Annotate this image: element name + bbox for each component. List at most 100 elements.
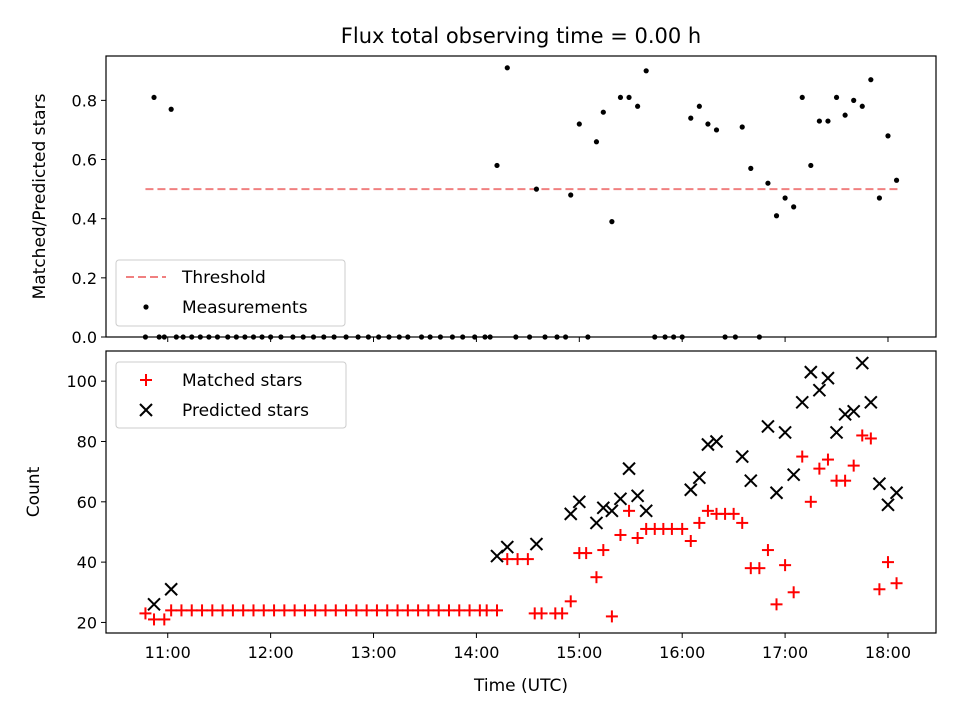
predicted-star-point (709, 434, 724, 449)
x-tick-label: 11:00 (145, 643, 191, 662)
matched-star-point (257, 604, 270, 617)
matched-star-point (412, 604, 425, 617)
matched-star-point (206, 604, 219, 617)
matched-star-point (761, 544, 774, 557)
ratio-axes: 0.0 0.2 0.4 0.6 0.8 (72, 91, 889, 347)
measurement-point (851, 97, 857, 103)
threshold-legend-label: Threshold (181, 268, 266, 288)
ratio-legend: Threshold Measurements (115, 259, 346, 327)
matched-star-point (401, 604, 414, 617)
measurement-point (799, 94, 805, 101)
measurement-point (688, 115, 694, 121)
predicted-star-point (744, 473, 758, 488)
measurement-point (617, 94, 624, 101)
matched-star-point (237, 604, 250, 617)
matched-star-point (432, 604, 445, 617)
matched-star-point (770, 598, 783, 611)
matched-star-point (453, 604, 466, 617)
matched-star-point (139, 607, 152, 620)
matched-star-point (370, 604, 383, 617)
matched-star-point (605, 610, 618, 623)
predicted-star-point (829, 425, 844, 440)
ratio-panel-frame (105, 55, 937, 338)
measurement-point (868, 77, 874, 83)
matched-legend-glyph (140, 374, 152, 386)
chart-title: Flux total observing time = 0.00 h (341, 24, 701, 48)
matched-star-point (319, 604, 332, 617)
matched-star-point (614, 528, 627, 541)
matched-star-point (501, 553, 514, 566)
matched-star-point (196, 604, 209, 617)
predicted-star-point (622, 461, 636, 476)
matched-star-point (175, 604, 188, 617)
count-legend: Matched stars Predicted stars (115, 361, 347, 429)
count-y-tick-label: 20 (77, 613, 97, 632)
predicted-star-point (881, 498, 895, 512)
measurement-point (568, 192, 574, 198)
measurement-point (609, 219, 615, 225)
matched-star-point (564, 595, 577, 608)
matched-star-point (796, 450, 809, 463)
x-tick-label: 17:00 (762, 643, 808, 662)
matched-star-point (701, 504, 714, 517)
predicted-star-point (701, 437, 715, 452)
matched-legend-marker (140, 374, 152, 386)
predicted-star-point (889, 486, 904, 500)
measurement-point (748, 165, 754, 171)
x-tick-label: 16:00 (659, 643, 705, 662)
predicted-star-point (639, 504, 653, 518)
measurement-point (494, 162, 500, 169)
matched-star-point (847, 459, 860, 472)
x-tick-label: 13:00 (350, 643, 396, 662)
predicted-star-point (684, 483, 698, 497)
x-tick-label: 18:00 (865, 643, 911, 662)
predicted-star-point (500, 540, 514, 554)
matched-star-point (864, 432, 877, 445)
matched-star-point (590, 571, 603, 584)
predicted-star-point (596, 501, 611, 515)
matched-star-point (511, 553, 524, 566)
matched-star-point (185, 604, 198, 617)
measurement-point (696, 103, 702, 109)
count-panel: 20 40 60 80 100 11:00 12:00 13:00 14:00 15:00 16:0… (24, 350, 937, 696)
matched-star-point (580, 547, 593, 560)
predicted-star-point (846, 404, 861, 419)
predicted-star-point (572, 495, 587, 509)
measurement-point (151, 94, 157, 101)
matched-star-point (856, 429, 869, 442)
predicted-star-point (872, 476, 887, 491)
count-marks (139, 356, 904, 626)
predicted-star-point (613, 492, 628, 506)
measurement-point (773, 213, 780, 219)
measurement-point (739, 124, 745, 130)
count-legend-box (115, 361, 347, 429)
matched-star-point (779, 559, 792, 572)
count-y-tick-label: 80 (77, 432, 97, 451)
measurement-point (168, 106, 174, 112)
matched-star-point (422, 604, 435, 617)
predicted-star-point (529, 537, 544, 551)
measurement-point (833, 94, 840, 101)
predicted-star-point (821, 371, 835, 385)
matched-star-point (521, 553, 534, 566)
matched-star-point (360, 604, 373, 617)
predicted-star-point (630, 489, 645, 503)
predicted-star-point (812, 383, 827, 397)
matched-star-point (490, 604, 503, 617)
x-tick-label: 15:00 (556, 643, 602, 662)
matched-star-point (839, 474, 852, 487)
predicted-star-point (605, 504, 619, 518)
matched-star-point (693, 516, 706, 529)
matched-star-point (684, 535, 697, 548)
ratio-y-tick-label: 0.6 (72, 151, 97, 170)
matched-star-point (676, 522, 689, 535)
matched-star-point (665, 522, 678, 535)
measurement-point (713, 127, 720, 133)
matched-star-point (881, 556, 894, 569)
measurement-point (576, 121, 582, 127)
matched-star-point (148, 613, 161, 626)
ratio-legend-box (115, 259, 346, 327)
x-tick-label: 14:00 (453, 643, 499, 662)
matched-star-point (480, 604, 493, 617)
predicted-star-point (864, 395, 878, 409)
